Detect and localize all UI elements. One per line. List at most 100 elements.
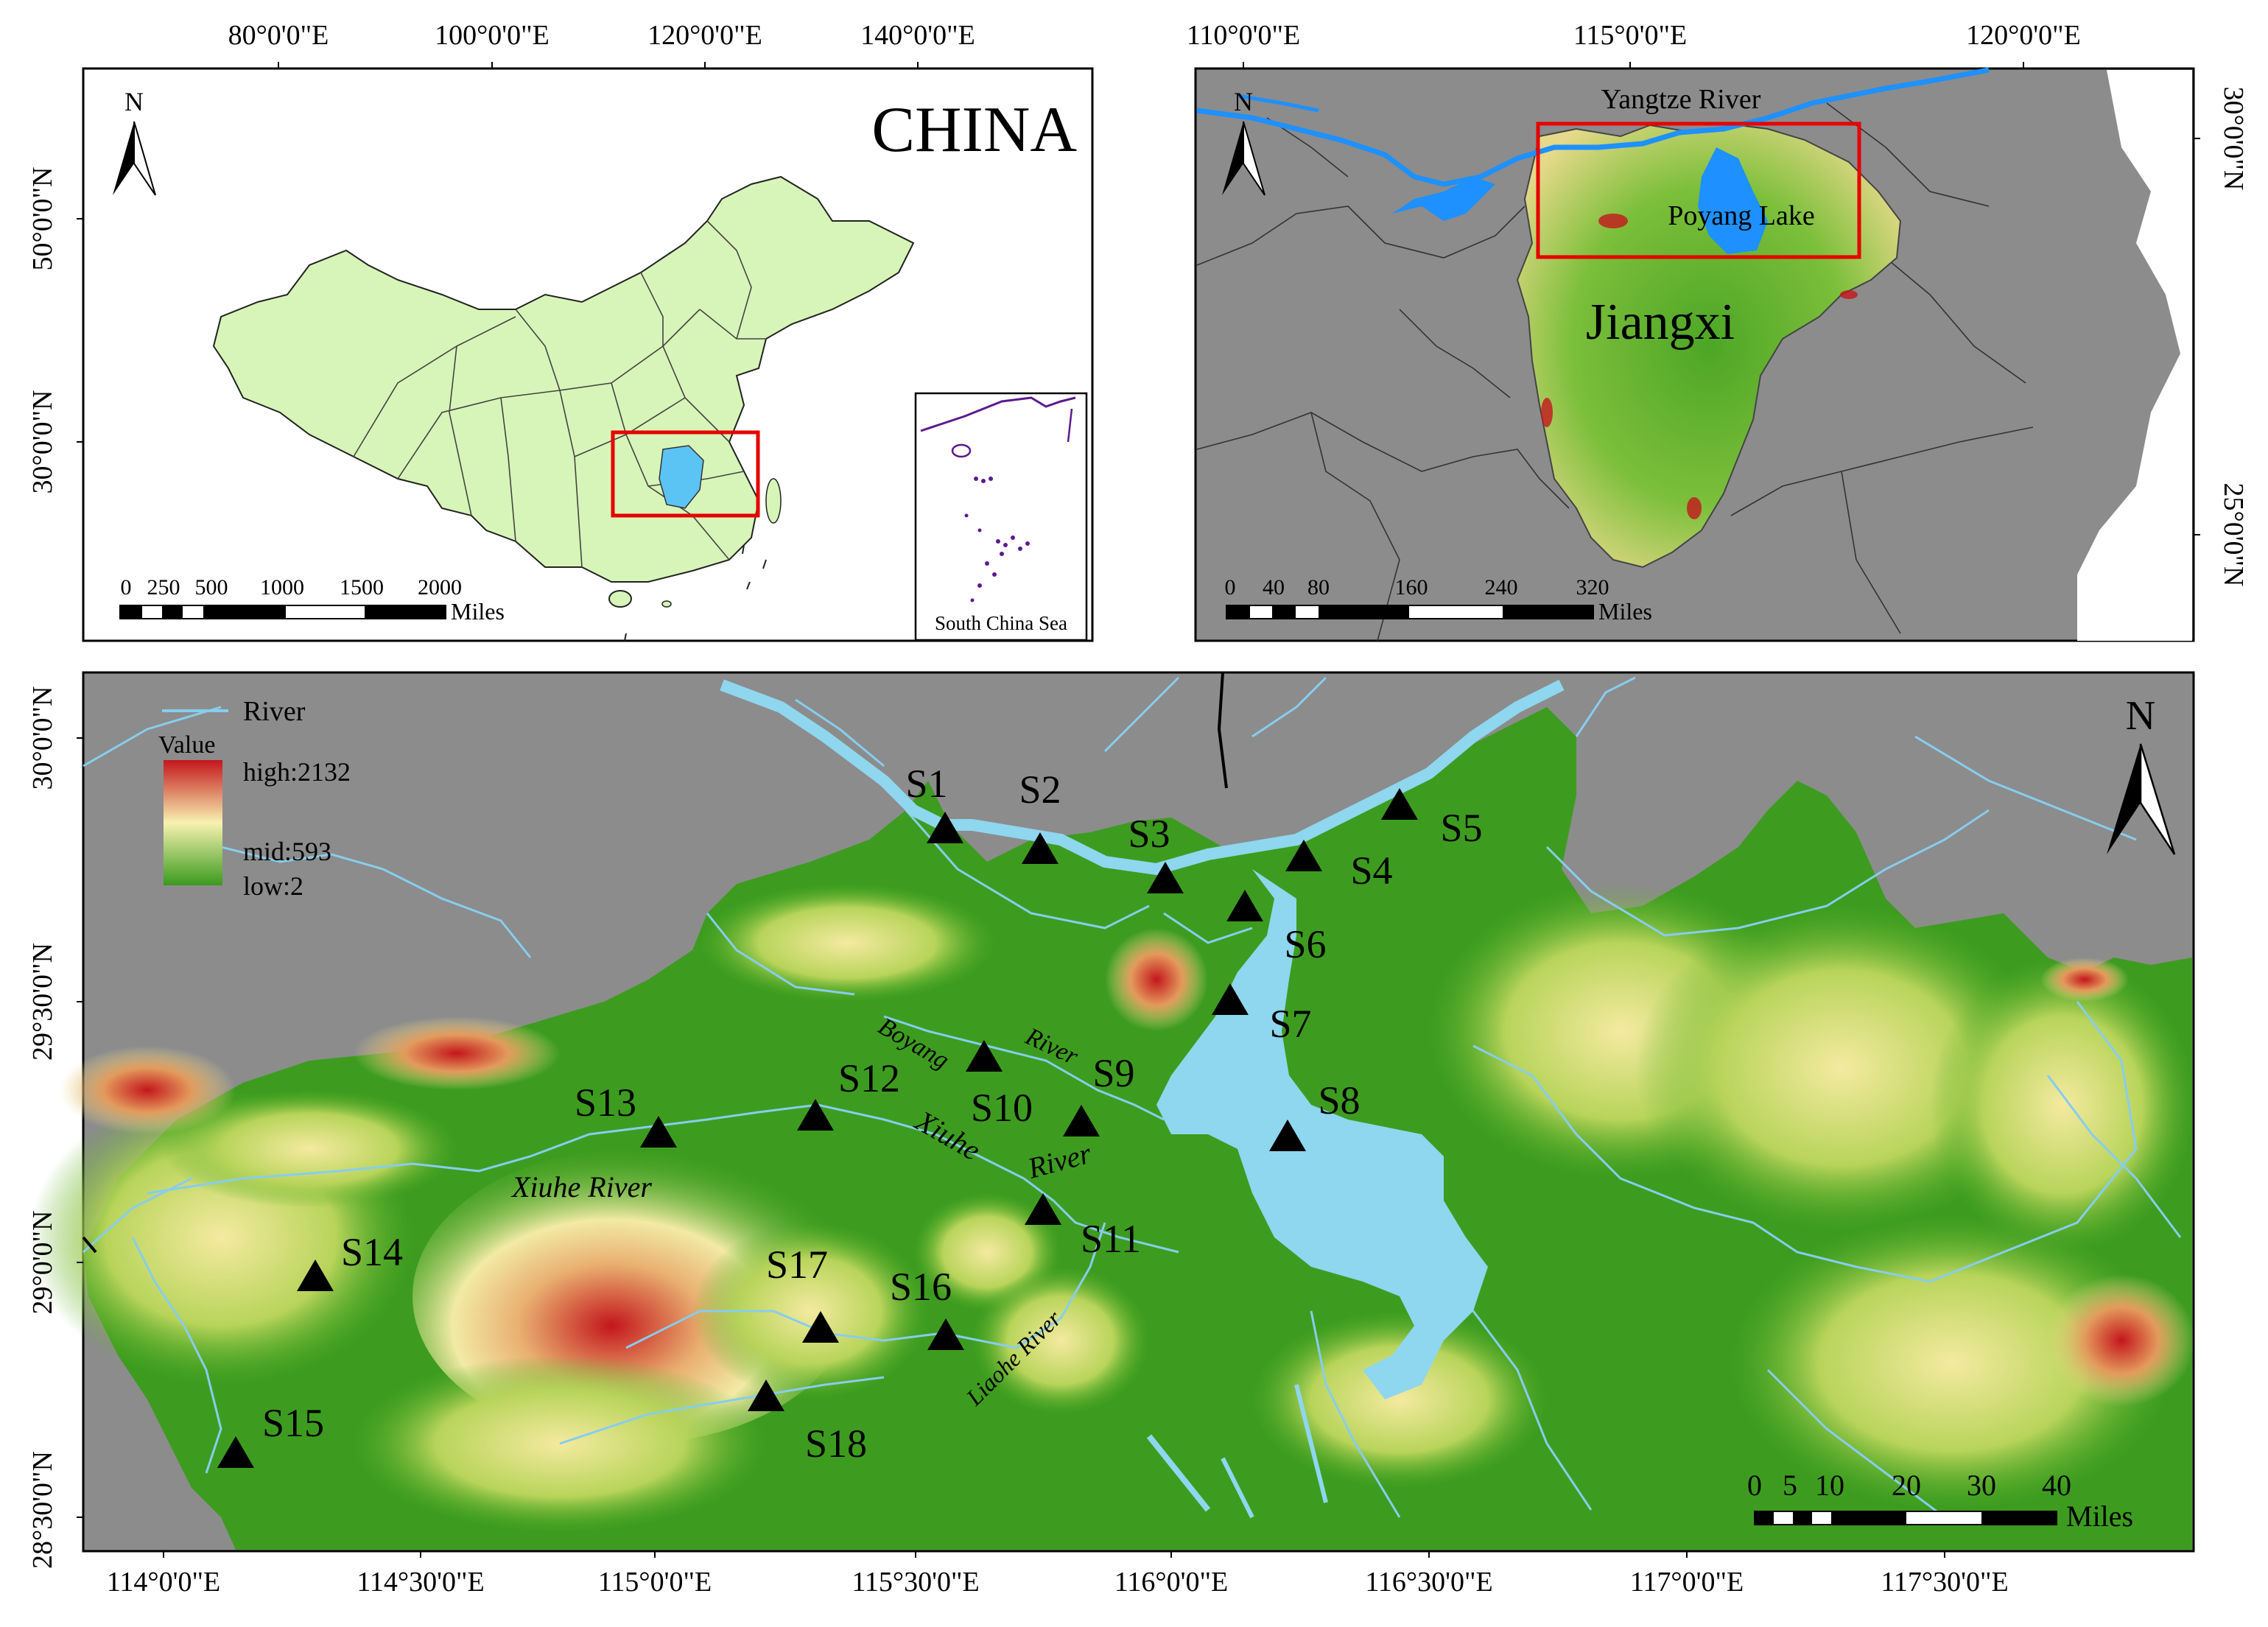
south-china-sea-inset: [914, 392, 1088, 642]
hainan-island: [608, 590, 632, 608]
yangtze-river-c: [720, 679, 1565, 876]
legend-high: high:2132: [243, 757, 351, 787]
svg-text:115°0'0"E: 115°0'0"E: [598, 1567, 712, 1598]
svg-text:29°30'0"N: 29°30'0"N: [27, 943, 58, 1061]
panel-c-scale-bar: 0 5 10 20 30 40 Miles: [1747, 1469, 2133, 1533]
study-area-frame-a: [611, 430, 760, 518]
jiangxi-province: [1516, 124, 1902, 569]
site-S8: S8: [1269, 1078, 1361, 1151]
label-jiangxi: Jiangxi: [1586, 294, 1735, 351]
svg-text:40: 40: [1263, 575, 1285, 600]
site-S2: S2: [1019, 767, 1061, 864]
svg-text:S7: S7: [1269, 1002, 1311, 1046]
svg-text:S3: S3: [1128, 812, 1170, 856]
svg-text:320: 320: [1576, 575, 1609, 600]
site-S9: S9: [1063, 1051, 1135, 1136]
panel-a-lat-ticks: 50°0'0"N 30°0'0"N: [27, 167, 58, 494]
svg-text:S5: S5: [1440, 806, 1482, 850]
scs-coastline: [920, 396, 1076, 432]
dem-legend: River Value high:2132 mid:593 low:2: [158, 696, 351, 901]
svg-text:S10: S10: [971, 1086, 1033, 1130]
site-S5: S5: [1381, 788, 1483, 850]
svg-text:S16: S16: [890, 1265, 952, 1309]
svg-text:30°0'0"N: 30°0'0"N: [27, 390, 58, 494]
site-S17: S17: [766, 1243, 839, 1343]
svg-text:80: 80: [1307, 575, 1330, 600]
svg-text:S11: S11: [1081, 1217, 1141, 1261]
svg-text:116°30'0"E: 116°30'0"E: [1365, 1567, 1492, 1598]
site-S18: S18: [748, 1380, 867, 1466]
svg-text:N: N: [2126, 693, 2155, 739]
panel-b-lon-ticks: 110°0'0"E 115°0'0"E 120°0'0"E: [1187, 20, 2200, 535]
panel-c-lon-labels: 114°0'0"E 114°30'0"E 115°0'0"E 115°30'0"…: [107, 1567, 2009, 1598]
dongting-lake: [1392, 177, 1495, 221]
svg-text:0: 0: [1225, 575, 1236, 600]
jiangxi-highlight: [659, 445, 704, 509]
svg-text:240: 240: [1485, 575, 1518, 600]
taiwan-island: [765, 478, 782, 524]
svg-text:N: N: [124, 87, 144, 116]
svg-text:120°0'0"E: 120°0'0"E: [1966, 20, 2081, 51]
svg-text:S13: S13: [575, 1080, 636, 1125]
legend-value-title: Value: [158, 731, 215, 759]
site-S6: S6: [1226, 890, 1327, 966]
site-S12: S12: [797, 1056, 900, 1131]
river-network: [82, 676, 2182, 1519]
label-xiuhe-river: Xiuhe River: [510, 1170, 652, 1203]
svg-text:5: 5: [1783, 1469, 1797, 1502]
panel-c-north-arrow: N: [2107, 693, 2176, 855]
svg-text:1000: 1000: [260, 575, 304, 600]
svg-text:S15: S15: [262, 1401, 324, 1445]
jiangxi-highlands: [1541, 214, 1858, 519]
site-S11: S11: [1025, 1193, 1141, 1261]
svg-text:116°0'0"E: 116°0'0"E: [1114, 1567, 1228, 1598]
svg-text:0: 0: [1747, 1469, 1762, 1502]
site-S7: S7: [1212, 983, 1312, 1046]
svg-text:28°30'0"N: 28°30'0"N: [27, 1451, 58, 1569]
yangtze-river-b: [1196, 67, 1990, 187]
label-poyang-b: Poyang Lake: [1668, 200, 1814, 231]
svg-text:50°0'0"N: 50°0'0"N: [27, 167, 58, 271]
svg-text:S8: S8: [1318, 1078, 1360, 1122]
svg-text:S14: S14: [341, 1230, 403, 1274]
svg-text:114°0'0"E: 114°0'0"E: [107, 1567, 220, 1598]
svg-text:30°0'0"N: 30°0'0"N: [27, 686, 58, 790]
panel-c-ticks: [77, 737, 1945, 1558]
svg-text:S1: S1: [905, 762, 947, 806]
svg-text:40: 40: [2042, 1469, 2071, 1502]
sampling-sites: S1 S2 S3 S4 S5 S6 S7 S8 S9 S10 S11 S12 S…: [217, 762, 1483, 1468]
province-borders: [353, 220, 766, 568]
study-area-frame-b: [1536, 122, 1861, 259]
site-S16: S16: [890, 1265, 964, 1350]
svg-text:S6: S6: [1284, 922, 1326, 966]
panel-a-scale-bar: 0 250 500 1000 1500 2000 Miles: [119, 575, 505, 625]
panel-c-lat-labels: 30°0'0"N 29°30'0"N 29°0'0"N 28°30'0"N: [27, 686, 58, 1570]
legend-river-label: River: [243, 696, 306, 727]
dem-relief: [29, 884, 2195, 1532]
svg-text:Miles: Miles: [451, 598, 505, 625]
svg-text:30: 30: [1967, 1469, 1996, 1502]
svg-text:115°30'0"E: 115°30'0"E: [852, 1567, 979, 1598]
svg-text:500: 500: [195, 575, 228, 600]
site-S15: S15: [217, 1401, 324, 1468]
svg-text:S9: S9: [1092, 1051, 1134, 1095]
site-S10: S10: [966, 1040, 1033, 1130]
site-S14: S14: [297, 1230, 403, 1291]
svg-text:0: 0: [121, 575, 132, 600]
svg-text:140°0'0"E: 140°0'0"E: [860, 20, 975, 51]
svg-text:117°0'0"E: 117°0'0"E: [1630, 1567, 1744, 1598]
svg-text:110°0'0"E: 110°0'0"E: [1187, 20, 1300, 51]
inset-label: South China Sea: [935, 612, 1067, 634]
svg-text:250: 250: [147, 575, 180, 600]
svg-text:10: 10: [1815, 1469, 1844, 1502]
svg-text:30°0'0"N: 30°0'0"N: [2218, 87, 2249, 191]
panel-b-scale-bar: 0 40 80 160 240 320 Miles: [1225, 575, 1652, 625]
svg-text:114°30'0"E: 114°30'0"E: [357, 1567, 484, 1598]
svg-text:160: 160: [1395, 575, 1428, 600]
province-border-c: [1217, 672, 1228, 789]
svg-text:80°0'0"E: 80°0'0"E: [228, 20, 329, 51]
panel-a-title: CHINA: [871, 94, 1077, 166]
svg-text:2000: 2000: [418, 575, 462, 600]
svg-text:S17: S17: [766, 1243, 828, 1287]
